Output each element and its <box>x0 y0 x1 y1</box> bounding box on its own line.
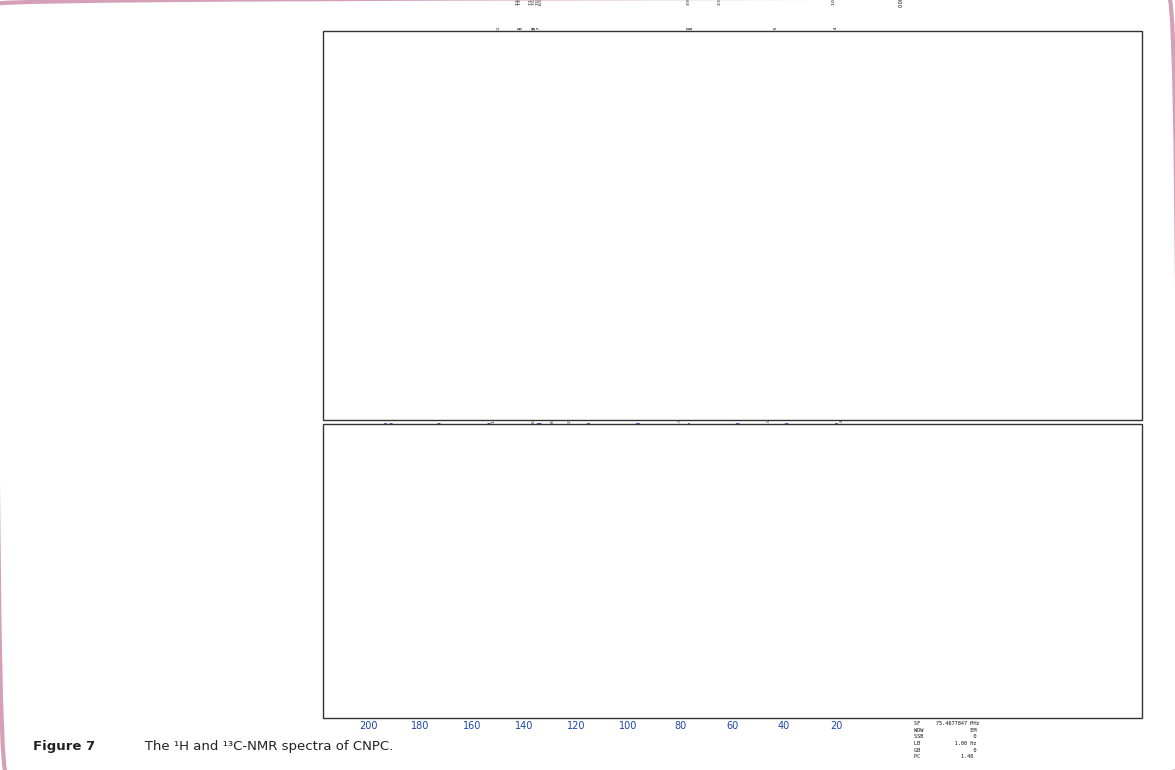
Text: 2.507: 2.507 <box>759 59 764 72</box>
Text: 7.781: 7.781 <box>497 26 501 38</box>
Text: 51.79: 51.79 <box>752 439 756 450</box>
Text: 2.225: 2.225 <box>773 26 778 38</box>
Text: 7.365: 7.365 <box>518 0 522 5</box>
Text: 120.41: 120.41 <box>573 367 577 381</box>
Text: 3.980: 3.980 <box>686 26 690 38</box>
Text: 3H: 3H <box>830 411 839 417</box>
Text: Current Data Parameters
NAME        66648
EXPNO           1
PROCNO          1

F: Current Data Parameters NAME 66648 EXPNO… <box>914 38 1001 303</box>
Text: 1.014: 1.014 <box>834 26 838 38</box>
Text: 124.60: 124.60 <box>562 367 566 381</box>
Text: 122.91: 122.91 <box>566 437 571 450</box>
Text: 6.945: 6.945 <box>538 0 543 5</box>
Text: 7.385: 7.385 <box>517 59 521 72</box>
Text: 122.41: 122.41 <box>568 413 572 427</box>
Text: 151.80: 151.80 <box>491 413 496 427</box>
Text: 17.31: 17.31 <box>841 393 845 404</box>
Text: 134.80: 134.80 <box>536 390 539 404</box>
Text: 7.359: 7.359 <box>518 59 522 72</box>
Text: 40.12: 40.12 <box>511 32 515 44</box>
Text: 1.061: 1.061 <box>832 0 835 5</box>
Text: 29.86: 29.86 <box>808 439 813 450</box>
Text: 142.10: 142.10 <box>517 437 521 450</box>
Text: 17.86: 17.86 <box>840 416 844 427</box>
Text: The ¹H and ¹³C-NMR spectra of CNPC.: The ¹H and ¹³C-NMR spectra of CNPC. <box>132 741 392 753</box>
Text: 165.70: 165.70 <box>455 436 459 450</box>
Text: 129.50: 129.50 <box>550 436 553 450</box>
Text: 130.00: 130.00 <box>548 367 552 381</box>
Text: ppm: ppm <box>908 408 934 418</box>
Text: 7.009: 7.009 <box>536 0 539 5</box>
Text: 9.250: 9.250 <box>424 59 428 72</box>
Text: 6.977: 6.977 <box>537 26 542 38</box>
Text: 7.409: 7.409 <box>516 0 519 5</box>
Text: 7.003: 7.003 <box>536 59 539 72</box>
Text: 3.947: 3.947 <box>687 59 692 72</box>
Text: 7.375: 7.375 <box>517 26 522 38</box>
Text: 1H: 1H <box>421 411 431 417</box>
Text: 80.00: 80.00 <box>678 416 683 427</box>
Text: Figure 7: Figure 7 <box>33 741 95 753</box>
Text: 5.21: 5.21 <box>424 34 428 44</box>
Text: 7.090: 7.090 <box>531 26 536 38</box>
Text: 3H: 3H <box>757 411 767 417</box>
Text: 46.08: 46.08 <box>766 416 771 427</box>
Text: 7.113: 7.113 <box>530 59 535 72</box>
Text: 3.918: 3.918 <box>690 26 693 38</box>
Text: 136.40: 136.40 <box>531 413 536 427</box>
Text: 7.062: 7.062 <box>533 26 537 38</box>
Text: 6.01: 6.01 <box>629 34 633 44</box>
Text: 0.008: 0.008 <box>899 0 904 7</box>
Text: 8H: 8H <box>531 411 540 417</box>
Text: Current Data Parameters
NAME        66648
EXPNO           2
PROCNO          1

F: Current Data Parameters NAME 66648 EXPNO… <box>914 430 1001 759</box>
Text: 7.070: 7.070 <box>532 59 537 72</box>
Text: 128.90: 128.90 <box>551 413 555 427</box>
Text: 41.65: 41.65 <box>778 393 781 404</box>
Text: 7.077: 7.077 <box>532 0 536 5</box>
Text: 2H: 2H <box>626 411 636 417</box>
Text: 147.80: 147.80 <box>502 390 505 404</box>
Text: 1.037: 1.037 <box>833 59 837 72</box>
Text: 3.0: 3.0 <box>772 37 777 44</box>
Text: 56.13: 56.13 <box>740 393 744 404</box>
Text: 3H: 3H <box>512 411 522 417</box>
Text: 2H: 2H <box>495 411 504 417</box>
Text: 120.91: 120.91 <box>572 390 576 404</box>
Text: 3H: 3H <box>685 411 694 417</box>
Text: 91.70: 91.70 <box>647 439 652 450</box>
Text: 128.04: 128.04 <box>553 390 557 404</box>
Text: ppm: ppm <box>906 707 932 717</box>
Text: 3.965: 3.965 <box>687 0 691 5</box>
Text: 3.354: 3.354 <box>718 0 721 5</box>
Text: 5.126: 5.126 <box>630 59 633 72</box>
Text: 6.82: 6.82 <box>687 34 692 44</box>
Text: 7.138: 7.138 <box>529 0 533 5</box>
Text: 142.90: 142.90 <box>515 367 518 381</box>
Text: 115.86: 115.86 <box>585 437 589 450</box>
Text: 7.325: 7.325 <box>519 26 524 38</box>
